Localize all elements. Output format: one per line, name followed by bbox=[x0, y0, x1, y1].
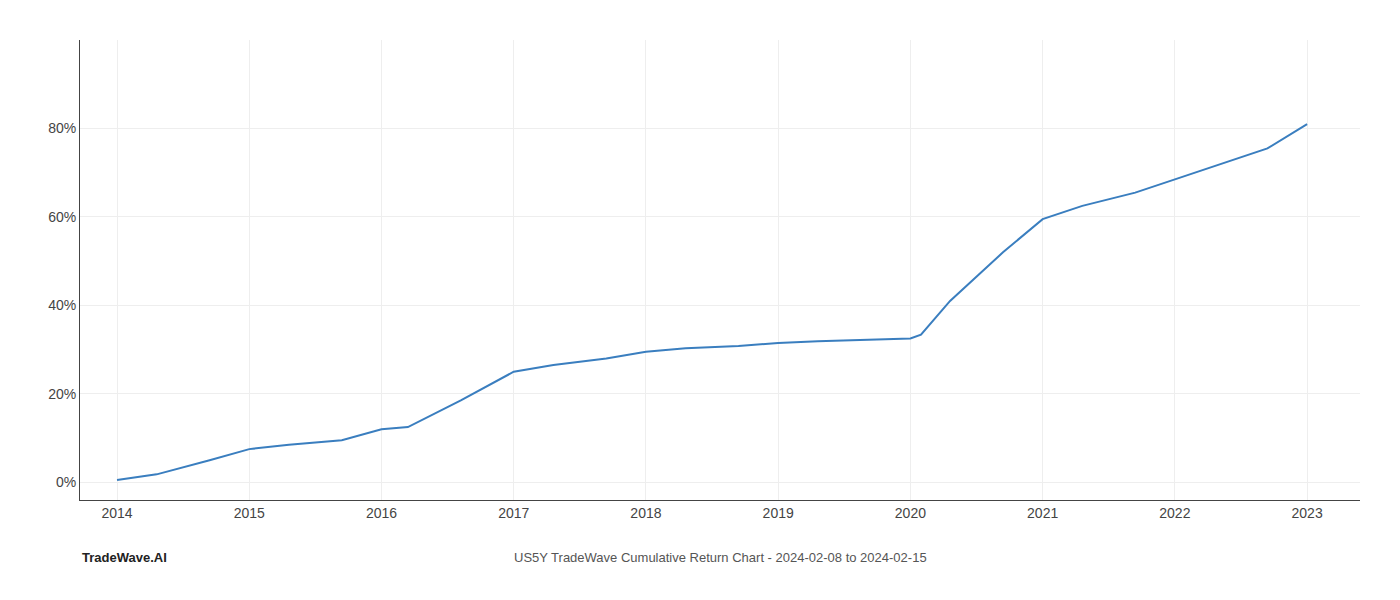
svg-text:2017: 2017 bbox=[498, 505, 529, 521]
svg-text:2021: 2021 bbox=[1027, 505, 1058, 521]
svg-text:80%: 80% bbox=[48, 120, 76, 136]
svg-text:2023: 2023 bbox=[1292, 505, 1323, 521]
svg-text:2016: 2016 bbox=[366, 505, 397, 521]
svg-text:2022: 2022 bbox=[1159, 505, 1190, 521]
svg-text:0%: 0% bbox=[56, 474, 76, 490]
svg-text:2015: 2015 bbox=[234, 505, 265, 521]
svg-text:2020: 2020 bbox=[895, 505, 926, 521]
svg-text:2018: 2018 bbox=[630, 505, 661, 521]
svg-text:20%: 20% bbox=[48, 386, 76, 402]
svg-text:TradeWave.AI: TradeWave.AI bbox=[82, 550, 167, 565]
svg-text:60%: 60% bbox=[48, 209, 76, 225]
svg-text:US5Y TradeWave Cumulative Retu: US5Y TradeWave Cumulative Return Chart -… bbox=[514, 550, 927, 565]
svg-text:40%: 40% bbox=[48, 297, 76, 313]
svg-text:2014: 2014 bbox=[101, 505, 132, 521]
svg-text:2019: 2019 bbox=[763, 505, 794, 521]
